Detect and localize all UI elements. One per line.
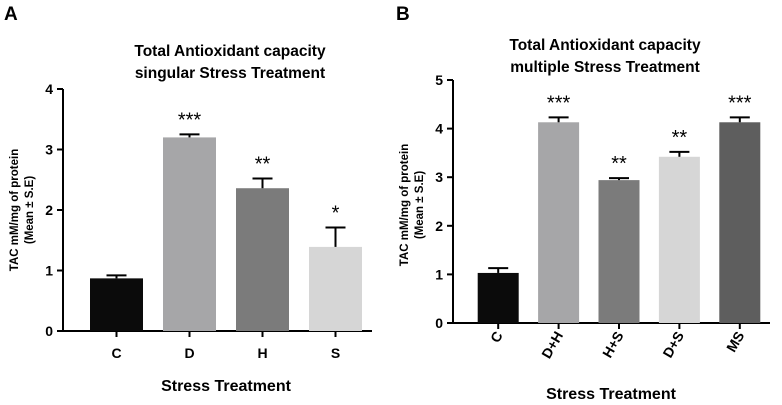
panel-a-y-tick-label: 4 xyxy=(45,81,53,97)
panel-b-plot-area: 0 1 2 3 4 5 C D+H *** H+S ** D+S ** MS *** xyxy=(435,72,770,361)
panel-a-significance-label: ** xyxy=(255,154,271,176)
panel-a-significance-label: *** xyxy=(178,109,202,131)
panel-b-bar-h-s xyxy=(598,180,640,323)
panel-a-bar-c xyxy=(90,278,143,331)
panel-b-letter: B xyxy=(396,4,410,25)
panel-b-category-label: D+S xyxy=(659,329,687,361)
panel-b-y-tick-label: 3 xyxy=(435,169,443,185)
panel-a-y-tick-label: 1 xyxy=(45,263,53,279)
panel-a-y-tick-label: 3 xyxy=(45,142,53,158)
panel-b-significance-label: ** xyxy=(611,153,627,175)
panel-a-bar-h xyxy=(236,188,289,331)
panel-b-bar-d-h xyxy=(538,122,580,323)
panel-a-bar-d xyxy=(163,137,216,331)
panel-a-category-label: D xyxy=(184,345,194,361)
panel-b-category-label: C xyxy=(487,329,506,346)
panel-a-category-label: C xyxy=(111,345,121,361)
panel-a-plot-area: 0 1 2 3 4 C D *** H ** S * xyxy=(45,81,372,361)
panel-a-title-line1: Total Antioxidant capacity xyxy=(134,43,326,60)
panel-b-bar-d-s xyxy=(658,156,700,323)
panel-b-ylabel-line1: TAC mM/mg of protein xyxy=(399,144,411,266)
panel-b-y-tick-label: 1 xyxy=(435,266,443,282)
panel-a-letter: A xyxy=(4,4,18,25)
panel-a-xlabel: Stress Treatment xyxy=(161,378,292,395)
panel-b-y-tick-label: 4 xyxy=(435,121,443,137)
panel-a-ylabel-line1: TAC mM/mg of protein xyxy=(9,149,21,271)
panel-b-y-tick-label: 5 xyxy=(435,72,443,88)
panel-a-ylabel-line2: (Mean ± S.E) xyxy=(24,176,36,244)
panel-a-bar-s xyxy=(309,246,362,331)
panel-b-xlabel: Stress Treatment xyxy=(546,386,677,403)
panel-a-chart: A Total Antioxidant capacity singular St… xyxy=(4,4,372,395)
panel-a-category-label: S xyxy=(331,345,340,361)
panel-b-y-tick-label: 2 xyxy=(435,218,443,234)
panel-a-significance-label: * xyxy=(332,203,340,225)
panel-a-y-tick-label: 2 xyxy=(45,202,53,218)
panel-b-significance-label: *** xyxy=(547,92,571,114)
panel-b-bar-c xyxy=(477,272,519,323)
panel-a-y-tick-label: 0 xyxy=(45,323,53,339)
panel-b-chart: B Total Antioxidant capacity multiple St… xyxy=(396,4,770,403)
panel-a-title-line2: singular Stress Treatment xyxy=(135,65,325,82)
panel-b-title-line1: Total Antioxidant capacity xyxy=(509,37,701,54)
panel-b-significance-label: ** xyxy=(672,127,688,149)
panel-b-category-label: H+S xyxy=(599,329,627,361)
panel-b-y-tick-label: 0 xyxy=(435,315,443,331)
panel-b-category-label: D+H xyxy=(538,329,566,362)
panel-b-bar-ms xyxy=(719,122,761,323)
panel-b-significance-label: *** xyxy=(728,92,752,114)
panel-b-category-label: MS xyxy=(723,329,747,355)
panel-a-category-label: H xyxy=(257,345,267,361)
panel-b-ylabel-line2: (Mean ± S.E) xyxy=(414,171,426,239)
panel-b-title-line2: multiple Stress Treatment xyxy=(510,59,700,76)
